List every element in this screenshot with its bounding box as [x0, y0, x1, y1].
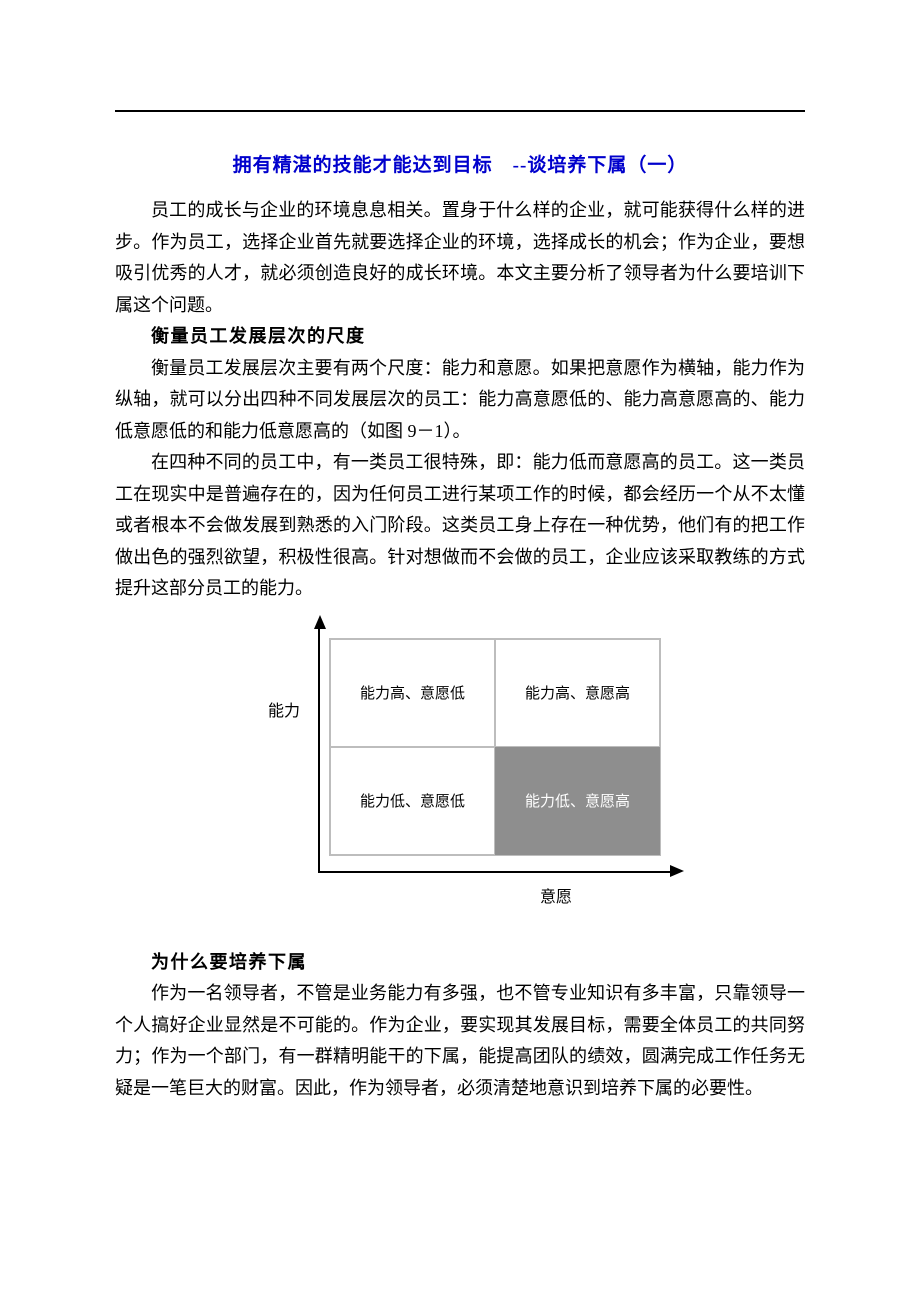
x-axis-label: 意愿 [540, 883, 572, 907]
top-rule [115, 110, 805, 112]
quad-bottom-left: 能力低、意愿低 [330, 747, 495, 855]
quadrant-grid: 能力高、意愿低 能力高、意愿高 能力低、意愿低 能力低、意愿高 [330, 639, 660, 855]
paragraph-why: 作为一名领导者，不管是业务能力有多强，也不管专业知识有多丰富，只靠领导一个人搞好… [115, 978, 805, 1104]
section-heading-measure: 衡量员工发展层次的尺度 [115, 321, 805, 353]
y-axis-label: 能力 [250, 697, 318, 721]
section-heading-why: 为什么要培养下属 [115, 947, 805, 979]
quad-top-right: 能力高、意愿高 [495, 639, 660, 747]
quad-top-left: 能力高、意愿低 [330, 639, 495, 747]
arrow-up-icon [314, 615, 326, 629]
quad-bottom-right: 能力低、意愿高 [495, 747, 660, 855]
paragraph-measure-1: 衡量员工发展层次主要有两个尺度：能力和意愿。如果把意愿作为横轴，能力作为纵轴，就… [115, 353, 805, 448]
document-page: 拥有精湛的技能才能达到目标 --谈培养下属（一） 员工的成长与企业的环境息息相关… [0, 0, 920, 1302]
quadrant-chart: 能力 能力高、意愿低 能力高、意愿高 能力低、意愿低 能力低、意愿高 意愿 [115, 629, 805, 907]
arrow-right-icon [670, 865, 684, 877]
paragraph-intro: 员工的成长与企业的环境息息相关。置身于什么样的企业，就可能获得什么样的进步。作为… [115, 195, 805, 321]
document-title: 拥有精湛的技能才能达到目标 --谈培养下属（一） [115, 150, 805, 177]
chart-plot-area: 能力高、意愿低 能力高、意愿高 能力低、意愿低 能力低、意愿高 [318, 629, 670, 873]
paragraph-measure-2: 在四种不同的员工中，有一类员工很特殊，即：能力低而意愿高的员工。这一类员工在现实… [115, 447, 805, 605]
